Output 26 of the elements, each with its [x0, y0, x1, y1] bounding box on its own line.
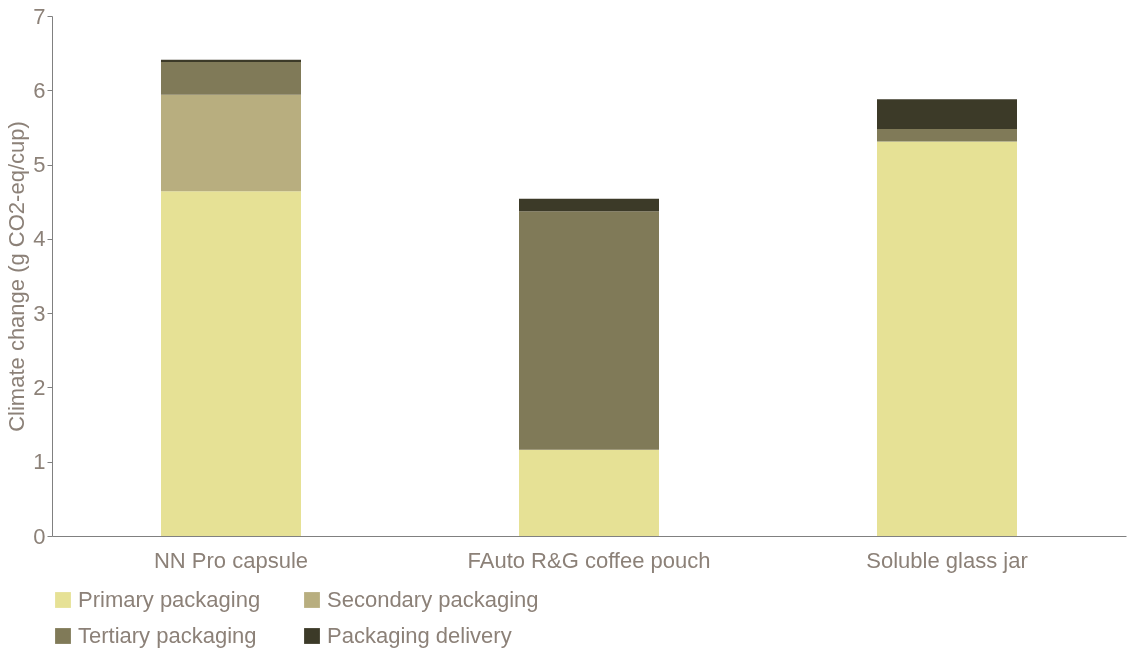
- bar: [161, 94, 301, 192]
- bar: [877, 128, 1017, 142]
- y-tick-label: 4: [33, 226, 46, 252]
- bar: [877, 141, 1017, 536]
- y-tick-label: 1: [33, 449, 46, 475]
- legend-label: Primary packaging: [78, 587, 261, 612]
- bar: [519, 449, 659, 536]
- bar: [161, 191, 301, 536]
- y-tick-label: 6: [33, 77, 46, 103]
- bar: [161, 59, 301, 63]
- legend-label: Packaging delivery: [327, 623, 512, 648]
- bar: [519, 198, 659, 212]
- y-tick-label: 5: [33, 152, 46, 178]
- bar: [877, 99, 1017, 129]
- x-tick-label: NN Pro capsule: [153, 547, 309, 573]
- x-tick-label: FAuto R&G coffee pouch: [467, 547, 711, 573]
- y-tick-label: 2: [33, 374, 46, 400]
- y-axis-title: Climate change (g CO2-eq/cup): [4, 121, 30, 432]
- legend-label: Tertiary packaging: [78, 623, 257, 648]
- y-tick-label: 7: [33, 3, 46, 29]
- bar: [519, 211, 659, 450]
- y-tick-label: 3: [33, 300, 46, 326]
- x-tick-label: Soluble glass jar: [866, 547, 1028, 573]
- bar: [161, 62, 301, 95]
- y-tick-label: 0: [33, 523, 46, 549]
- legend-label: Secondary packaging: [327, 587, 539, 612]
